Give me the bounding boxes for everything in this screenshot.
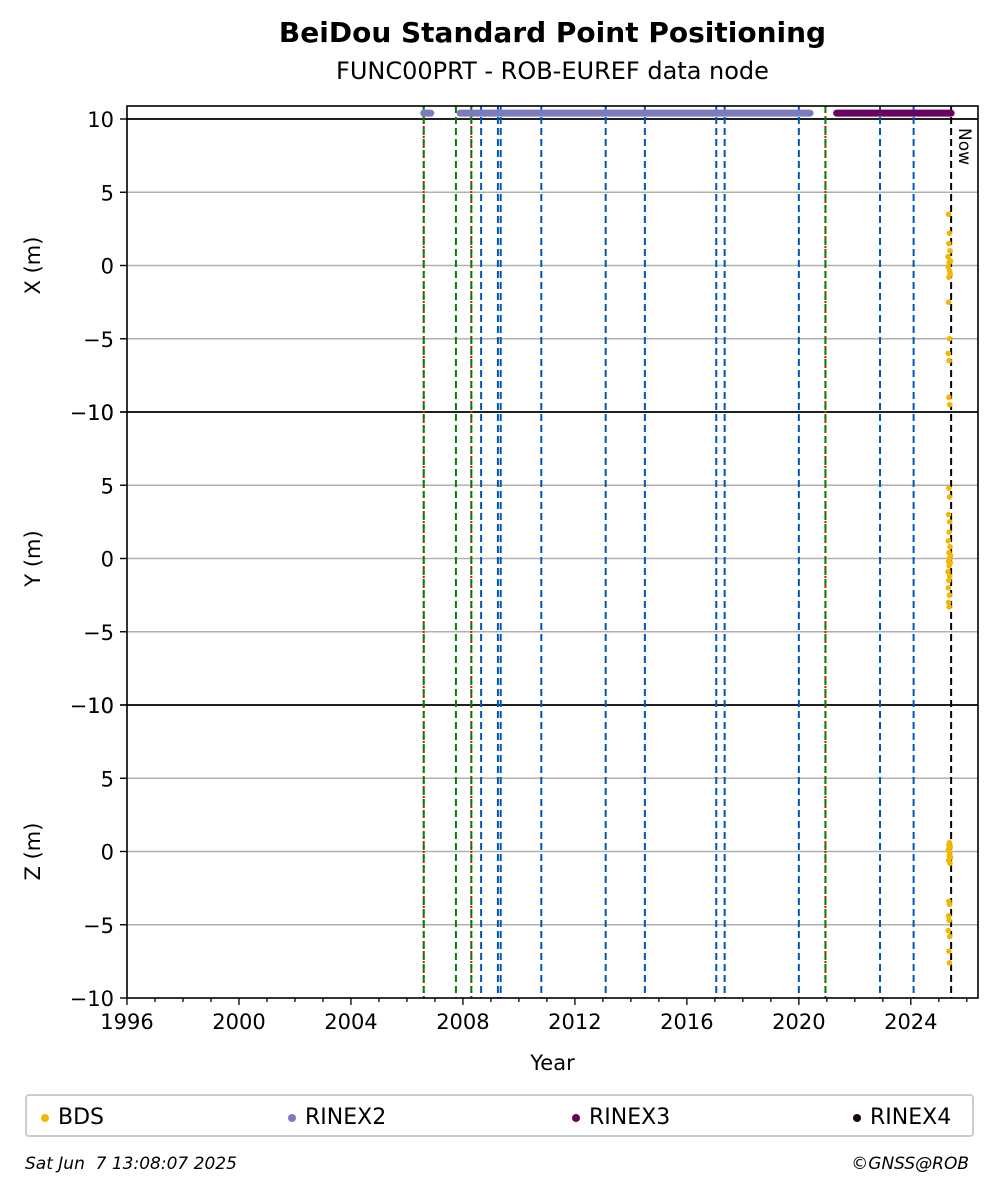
bds-point xyxy=(945,599,952,606)
y-tick-label: 5 xyxy=(101,474,114,498)
bds-point xyxy=(947,543,953,550)
bds-point xyxy=(945,350,952,357)
x-tick-label: 2012 xyxy=(548,1010,601,1034)
bds-point xyxy=(946,529,952,535)
bds-point xyxy=(947,860,953,867)
x-tick-label: 1996 xyxy=(100,1010,153,1034)
bds-point xyxy=(945,299,952,305)
bds-point xyxy=(946,357,952,364)
y-tick-label: 5 xyxy=(101,767,114,791)
bds-point xyxy=(945,538,952,544)
bds-point xyxy=(945,264,952,270)
y-tick-label: 10 xyxy=(87,401,114,425)
y-tick-label: −10 xyxy=(70,694,114,718)
x-tick-label: 2016 xyxy=(660,1010,713,1034)
y-tick-label: −10 xyxy=(70,401,114,425)
legend-marker-rinex4 xyxy=(853,1113,861,1122)
y-axis-label: Z (m) xyxy=(21,823,45,881)
bds-point xyxy=(946,563,952,569)
x-tick-label: 2020 xyxy=(772,1010,825,1034)
bds-point xyxy=(946,917,952,924)
x-tick-label: 2024 xyxy=(884,1010,937,1034)
footer-timestamp: Sat Jun 7 13:08:07 2025 xyxy=(25,1154,237,1174)
x-tick-label: 2000 xyxy=(212,1010,265,1034)
y-tick-label: −10 xyxy=(70,987,114,1011)
bds-point xyxy=(945,511,952,518)
legend-item-rinex2: RINEX2 xyxy=(288,1096,386,1139)
plot-frame xyxy=(126,105,979,999)
now-label: Now xyxy=(954,128,974,165)
legend-label-rinex2: RINEX2 xyxy=(305,1105,387,1130)
bds-point xyxy=(946,573,953,579)
footer-copyright: ©GNSS@ROB xyxy=(851,1154,969,1174)
bds-point xyxy=(946,494,953,500)
x-axis-label: Year xyxy=(529,1051,575,1075)
bds-point xyxy=(946,394,952,401)
bds-point xyxy=(946,274,952,281)
chart-title: BeiDou Standard Point Positioning xyxy=(278,16,827,49)
y-tick-label: 0 xyxy=(101,841,114,865)
bds-point xyxy=(946,604,952,610)
legend: BDS RINEX2 RINEX3 RINEX4 xyxy=(25,1094,974,1137)
bds-point xyxy=(947,248,953,254)
bds-point xyxy=(946,577,952,584)
bds-point xyxy=(945,253,951,260)
bds-point xyxy=(946,519,953,525)
legend-item-rinex4: RINEX4 xyxy=(853,1096,951,1139)
bds-point xyxy=(946,960,953,966)
bds-point xyxy=(946,335,953,342)
bds-point xyxy=(946,485,952,491)
y-tick-label: 0 xyxy=(101,548,114,572)
y-tick-label: 0 xyxy=(101,255,114,279)
bds-point xyxy=(945,211,952,218)
y-tick-label: −5 xyxy=(83,914,114,938)
y-axis-label: Y (m) xyxy=(21,530,45,587)
chart-subtitle: FUNC00PRT - ROB-EUREF data node xyxy=(336,57,769,85)
y-tick-label: 5 xyxy=(101,181,114,205)
bds-point xyxy=(945,568,951,575)
y-tick-label: 10 xyxy=(87,694,114,718)
bds-point xyxy=(945,585,952,591)
y-tick-label: −5 xyxy=(83,328,114,352)
legend-item-rinex3: RINEX3 xyxy=(572,1096,670,1139)
legend-item-bds: BDS xyxy=(41,1096,104,1139)
bds-point xyxy=(946,401,953,408)
x-tick-label: 2008 xyxy=(436,1010,489,1034)
bds-point xyxy=(945,927,952,934)
bds-point xyxy=(946,901,953,908)
bds-point xyxy=(947,258,954,264)
bds-point xyxy=(946,592,953,598)
legend-marker-rinex2 xyxy=(288,1113,296,1122)
bds-point xyxy=(946,240,952,247)
chart-plot: −10 −5 0 5 10 X (m) −10 −5 0 5 10 Y (m) −10 −5 0 5 10 Z (… xyxy=(21,105,979,1075)
x-tick-label: 2004 xyxy=(324,1010,377,1034)
legend-label-rinex4: RINEX4 xyxy=(870,1105,952,1130)
bds-point xyxy=(946,933,953,940)
legend-marker-bds xyxy=(41,1113,49,1122)
bds-point xyxy=(945,913,952,919)
y-tick-label: −5 xyxy=(83,621,114,645)
y-axis-label: X (m) xyxy=(21,237,45,295)
bds-point xyxy=(946,948,952,954)
y-tick-label: 10 xyxy=(87,108,114,132)
legend-marker-rinex3 xyxy=(572,1113,580,1122)
legend-label-bds: BDS xyxy=(58,1105,104,1130)
bds-point xyxy=(946,230,953,237)
legend-label-rinex3: RINEX3 xyxy=(589,1105,671,1130)
